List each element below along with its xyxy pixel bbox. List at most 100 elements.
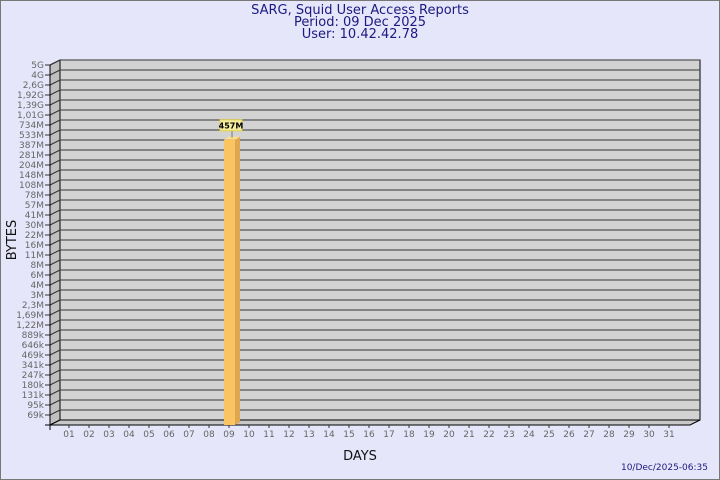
y-tick-label: 3M: [31, 291, 45, 301]
x-tick-label: 24: [523, 430, 535, 440]
gridline-side: [49, 399, 61, 406]
x-tick-label: 12: [283, 430, 294, 440]
y-tick-label: 57M: [25, 201, 44, 211]
y-tick-label: 1,39G: [17, 101, 44, 111]
y-tick-label: 1,69M: [16, 311, 44, 321]
bar-label-box: [219, 119, 243, 132]
y-tick-label: 204M: [19, 161, 44, 171]
y-tick-label: 69k: [27, 411, 44, 421]
y-tick-label: 2,6G: [23, 81, 44, 91]
timestamp: 10/Dec/2025-06:35: [621, 463, 708, 473]
x-tick-label: 30: [643, 430, 655, 440]
gridline-side: [49, 129, 61, 136]
y-tick-label: 30M: [25, 221, 44, 231]
y-tick-label: 533M: [19, 131, 44, 141]
gridline-side: [49, 369, 61, 376]
gridline-side: [49, 339, 61, 346]
y-tick-label: 387M: [19, 141, 44, 151]
x-tick-label: 05: [143, 430, 154, 440]
x-tick-label: 10: [243, 430, 255, 440]
x-tick-label: 04: [123, 430, 135, 440]
gridline-side: [49, 199, 61, 206]
x-tick-label: 26: [563, 430, 575, 440]
x-tick-label: 20: [443, 430, 455, 440]
x-tick-label: 27: [583, 430, 594, 440]
x-axis-label: DAYS: [343, 449, 377, 464]
gridline-side: [49, 249, 61, 256]
y-tick-label: 2,3M: [22, 301, 44, 311]
y-tick-label: 4G: [31, 71, 44, 81]
y-tick-label: 5G: [31, 61, 44, 71]
x-tick-label: 21: [463, 430, 474, 440]
x-tick-label: 28: [603, 430, 615, 440]
x-tick-label: 03: [103, 430, 114, 440]
gridline-side: [49, 149, 61, 156]
x-tick-label: 22: [483, 430, 494, 440]
period-subtitle: Period: 09 Dec 2025: [293, 15, 427, 30]
y-tick-label: 41M: [25, 211, 44, 221]
gridline-side: [49, 359, 61, 366]
gridline-side: [49, 69, 61, 76]
x-tick-label: 07: [183, 430, 194, 440]
gridline-side: [49, 239, 61, 246]
x-tick-label: 09: [223, 430, 235, 440]
gridline-side: [49, 409, 61, 416]
y-tick-label: 4M: [31, 281, 45, 291]
x-tick-label: 23: [503, 430, 514, 440]
x-tick-label: 25: [543, 430, 554, 440]
gridline-side: [49, 209, 61, 216]
y-tick-label: 1,92G: [17, 91, 44, 101]
x-tick-label: 29: [623, 430, 635, 440]
x-tick-label: 14: [323, 430, 335, 440]
gridline-side: [49, 99, 61, 106]
gridline-side: [49, 289, 61, 296]
y-axis-label: BYTES: [5, 220, 20, 261]
y-tick-label: 1,22M: [16, 321, 44, 331]
gridline-side: [49, 179, 61, 186]
gridline-side: [49, 319, 61, 326]
x-tick-label: 13: [303, 430, 314, 440]
bar-side: [235, 136, 240, 426]
y-tick-label: 1,01G: [17, 111, 44, 121]
gridline-side: [49, 269, 61, 276]
y-tick-label: 734M: [19, 121, 44, 131]
gridline-side: [49, 259, 61, 266]
x-tick-label: 01: [63, 430, 74, 440]
gridline-side: [49, 309, 61, 316]
x-tick-label: 18: [403, 430, 415, 440]
y-tick-label: 11M: [25, 251, 44, 261]
bar-top: [224, 136, 240, 140]
y-tick-label: 8M: [31, 261, 45, 271]
y-tick-label: 108M: [19, 181, 44, 191]
y-tick-label: 131k: [22, 391, 45, 401]
y-tick-label: 22M: [25, 231, 44, 241]
floor: [49, 419, 701, 426]
gridline-side: [49, 189, 61, 196]
y-tick-label: 281M: [19, 151, 44, 161]
gridline-side: [49, 139, 61, 146]
gridline-side: [49, 79, 61, 86]
gridline-side: [49, 329, 61, 336]
user-subtitle: User: 10.42.42.78: [301, 27, 419, 42]
gridline-side: [49, 159, 61, 166]
y-tick-label: 180k: [22, 381, 45, 391]
gridline-side: [49, 89, 61, 96]
gridline-side: [49, 229, 61, 236]
bar-value-label: 457M: [219, 121, 244, 130]
gridline-side: [49, 59, 61, 66]
y-tick-label: 16M: [25, 241, 44, 251]
gridline-side: [49, 379, 61, 386]
y-tick-label: 469k: [22, 351, 45, 361]
y-tick-label: 889k: [22, 331, 45, 341]
x-tick-label: 31: [663, 430, 674, 440]
gridline-side: [49, 349, 61, 356]
x-tick-label: 02: [83, 430, 94, 440]
x-tick-label: 17: [383, 430, 394, 440]
x-tick-label: 06: [163, 430, 175, 440]
gridline-side: [49, 119, 61, 126]
y-tick-label: 247k: [22, 371, 45, 381]
gridline-side: [49, 169, 61, 176]
gridline-side: [49, 219, 61, 226]
bar: [224, 139, 235, 426]
